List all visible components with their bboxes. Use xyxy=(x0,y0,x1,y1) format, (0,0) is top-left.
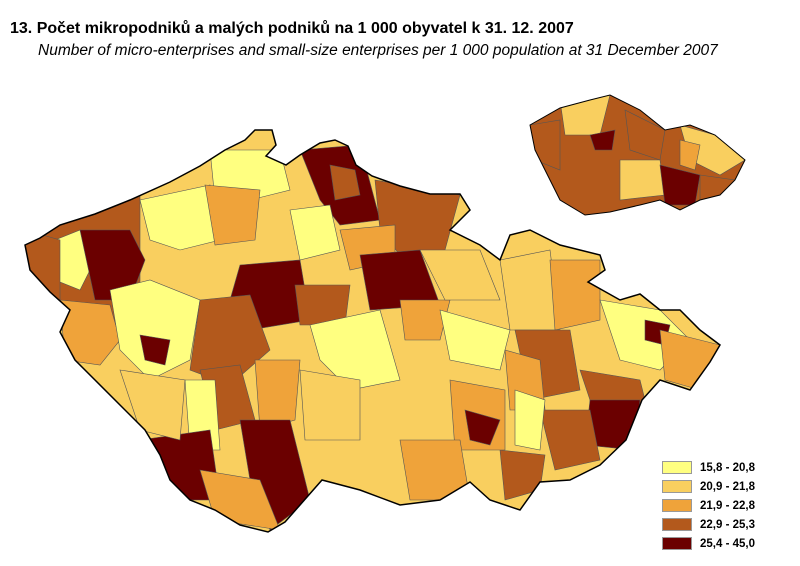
district xyxy=(589,129,616,151)
district xyxy=(499,449,546,501)
legend-item: 15,8 - 20,8 xyxy=(662,458,755,477)
district xyxy=(79,229,146,301)
legend-item: 21,9 - 22,8 xyxy=(662,496,755,515)
legend-swatch xyxy=(662,480,692,493)
district xyxy=(109,279,201,381)
district xyxy=(419,249,501,301)
legend-label: 20,9 - 21,8 xyxy=(700,480,755,493)
legend-label: 21,9 - 22,8 xyxy=(700,499,755,512)
legend-item: 22,9 - 25,3 xyxy=(662,515,755,534)
district xyxy=(329,164,361,201)
district xyxy=(254,359,301,431)
legend-swatch xyxy=(662,461,692,474)
district xyxy=(309,309,401,391)
district xyxy=(25,229,61,301)
district xyxy=(189,294,271,386)
district xyxy=(514,389,546,451)
legend-label: 15,8 - 20,8 xyxy=(700,461,755,474)
district xyxy=(139,334,171,366)
district xyxy=(139,184,221,251)
legend-label: 25,4 - 45,0 xyxy=(700,537,755,550)
district xyxy=(299,369,361,441)
district xyxy=(399,299,451,341)
legend-label: 22,9 - 25,3 xyxy=(700,518,755,531)
district xyxy=(289,204,341,261)
district xyxy=(539,409,601,471)
district xyxy=(204,184,261,246)
district xyxy=(679,139,701,171)
legend-swatch xyxy=(662,499,692,512)
map-subtitle: Number of micro-enterprises and small-si… xyxy=(38,42,718,59)
legend-item: 25,4 - 45,0 xyxy=(662,534,755,553)
district xyxy=(439,309,511,371)
district xyxy=(549,259,601,331)
legend-swatch xyxy=(662,537,692,550)
legend: 15,8 - 20,8 20,9 - 21,8 21,9 - 22,8 22,9… xyxy=(662,458,755,553)
district xyxy=(119,369,186,441)
district xyxy=(399,439,471,501)
legend-swatch xyxy=(662,518,692,531)
district xyxy=(619,159,666,201)
legend-item: 20,9 - 21,8 xyxy=(662,477,755,496)
map-title: 13. Počet mikropodniků a malých podniků … xyxy=(10,20,574,37)
district xyxy=(239,419,311,531)
district xyxy=(464,409,501,446)
